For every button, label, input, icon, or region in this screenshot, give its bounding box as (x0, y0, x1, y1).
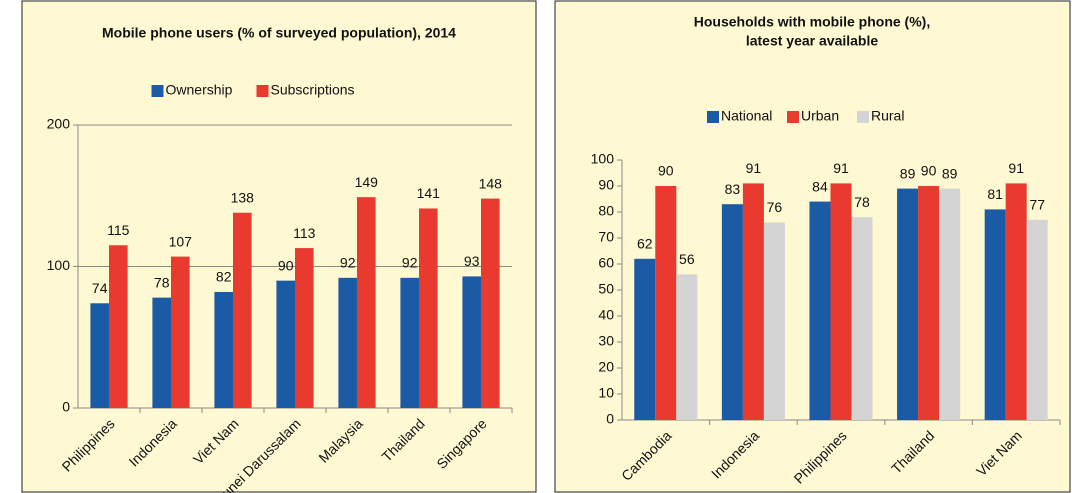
bar (676, 274, 698, 420)
y-tick-label: 10 (598, 385, 614, 401)
data-label: 83 (725, 181, 741, 197)
bar (742, 183, 764, 420)
legend-label: Subscriptions (271, 82, 355, 98)
bar (655, 186, 677, 420)
legend-swatch (151, 85, 164, 97)
y-tick-label: 80 (598, 203, 614, 219)
bar (214, 291, 233, 408)
bar (851, 217, 873, 420)
legend-swatch (256, 85, 269, 97)
y-tick-label: 20 (598, 359, 614, 375)
y-tick-label: 60 (598, 255, 614, 271)
y-tick-label: 200 (47, 116, 71, 132)
data-label: 62 (637, 236, 653, 252)
data-label: 89 (900, 165, 916, 181)
bar (634, 258, 656, 420)
y-tick-label: 70 (598, 229, 614, 245)
data-label: 90 (658, 163, 674, 179)
bar (897, 188, 919, 420)
bar (1005, 183, 1027, 420)
legend-swatch (787, 111, 799, 123)
bar (1026, 219, 1048, 420)
data-label: 89 (942, 165, 958, 181)
legend-label: Rural (871, 108, 904, 124)
data-label: 91 (833, 160, 849, 176)
panel (21, 0, 537, 493)
chart-title: Households with mobile phone (%), (694, 14, 930, 30)
data-label: 81 (987, 186, 1003, 202)
y-tick-label: 50 (598, 281, 614, 297)
bar (419, 208, 438, 408)
bar (400, 277, 419, 408)
bar (462, 276, 481, 408)
bar (233, 212, 252, 408)
chart-title: latest year available (746, 33, 879, 49)
bar (295, 248, 314, 408)
y-tick-label: 90 (598, 177, 614, 193)
data-label: 78 (154, 274, 170, 290)
data-label: 91 (746, 160, 762, 176)
bar (357, 197, 376, 408)
data-label: 90 (278, 257, 294, 273)
data-label: 141 (417, 185, 441, 201)
data-label: 82 (216, 269, 232, 285)
data-label: 92 (402, 255, 418, 271)
bar (90, 303, 109, 408)
data-label: 84 (812, 178, 828, 194)
legend-swatch (857, 111, 869, 123)
bar (918, 186, 940, 420)
y-tick-label: 0 (62, 399, 70, 415)
y-tick-label: 0 (606, 411, 614, 427)
legend-label: Ownership (166, 82, 233, 98)
data-label: 113 (293, 225, 316, 241)
data-label: 91 (1008, 160, 1024, 176)
bar (721, 204, 743, 420)
legend-label: Urban (801, 108, 839, 124)
bar (171, 256, 190, 408)
bar (276, 280, 295, 408)
data-label: 78 (854, 194, 870, 210)
y-tick-label: 100 (591, 151, 615, 167)
data-label: 148 (479, 175, 503, 191)
data-label: 74 (92, 280, 108, 296)
bar (984, 209, 1006, 420)
legend-swatch (707, 111, 719, 123)
data-label: 93 (464, 253, 480, 269)
data-label: 107 (169, 233, 193, 249)
bar (109, 245, 128, 408)
data-label: 149 (355, 174, 379, 190)
legend-label: National (721, 108, 772, 124)
data-label: 90 (921, 163, 937, 179)
bar (152, 297, 171, 408)
bar (338, 277, 357, 408)
data-label: 56 (679, 251, 695, 267)
y-tick-label: 40 (598, 307, 614, 323)
bar (809, 201, 831, 420)
data-label: 77 (1029, 197, 1045, 213)
y-tick-label: 100 (47, 257, 71, 273)
data-label: 76 (767, 199, 783, 215)
data-label: 92 (340, 255, 356, 271)
data-label: 138 (231, 189, 255, 205)
bar (939, 188, 961, 420)
bar (763, 222, 785, 420)
y-tick-label: 30 (598, 333, 614, 349)
chart-title: Mobile phone users (% of surveyed popula… (102, 25, 456, 41)
bar (830, 183, 852, 420)
bar (481, 198, 500, 408)
data-label: 115 (107, 222, 130, 238)
